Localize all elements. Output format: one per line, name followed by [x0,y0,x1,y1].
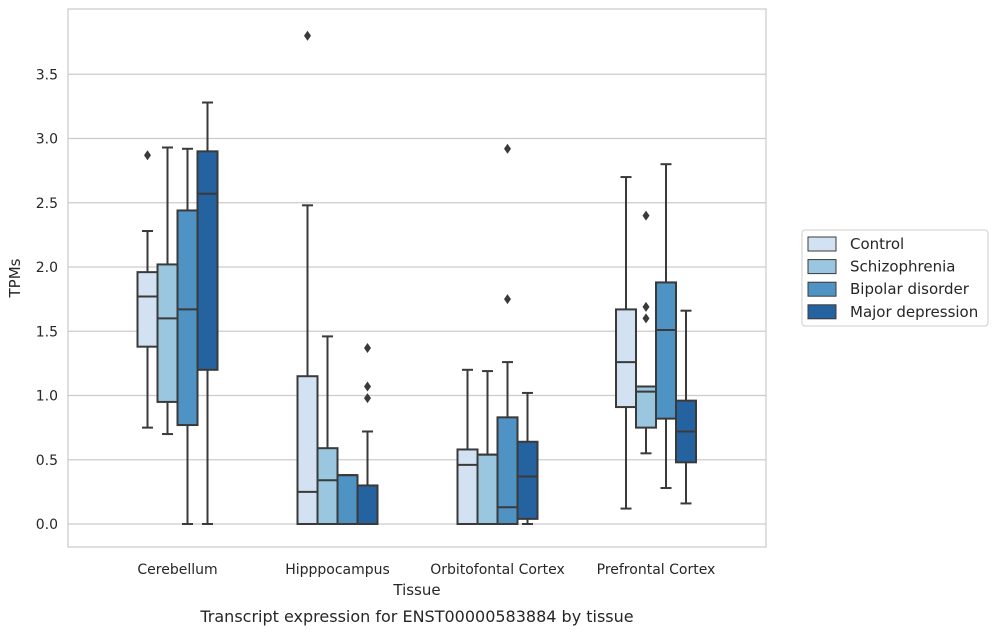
legend-label: Bipolar disorder [850,280,970,298]
y-axis-ticks: 0.0 0.5 1.0 1.5 2.0 2.5 3.0 3.5 [36,67,58,533]
box-major-depression-prefrontal-cortex [675,309,697,505]
iqr-box [176,209,199,427]
legend-swatch [807,281,837,297]
box-control-prefrontal-cortex [615,176,637,510]
outlier-point [504,294,511,305]
box-major-depression-orbitofontal-cortex [516,391,539,525]
legend: Control Schizophrenia Bipolar disorder Majo… [801,229,989,327]
legend-label: Control [850,235,904,253]
iqr-box [356,484,379,526]
x-axis-ticks: Cerebellum Hipppocampus Orbitofontal Corte… [137,562,715,578]
box-control-cerebellum [136,150,159,429]
y-tick-label: 1.0 [36,389,58,405]
outlier-point [642,313,650,324]
x-tick-label: Cerebellum [137,562,217,578]
legend-label: Major depression [850,303,978,321]
iqr-box [516,440,539,520]
iqr-box [136,271,159,348]
legend-swatch [807,236,837,252]
x-tick-label: Orbitofontal Cortex [430,562,565,578]
plot-area-frame [67,8,767,548]
box-major-depression-hipppocampus [356,342,379,526]
box-bipolar-disorder-hipppocampus [336,474,359,526]
outlier-point [144,150,151,161]
outlier-point [642,301,650,312]
y-tick-label: 3.5 [36,67,58,83]
legend-label: Schizophrenia [850,258,955,276]
iqr-box [296,375,319,525]
y-tick-label: 0.5 [36,453,58,469]
iqr-box [156,263,179,403]
iqr-box [456,448,479,525]
iqr-box [196,150,219,371]
y-tick-label: 2.0 [36,260,58,276]
box-layer [136,30,697,526]
y-tick-label: 0.0 [36,517,58,533]
iqr-box [316,447,339,525]
iqr-box [655,281,677,420]
x-tick-label: Hipppocampus [285,562,390,578]
legend-frame [801,229,989,327]
legend-swatch [807,304,837,320]
chart-caption: Transcript expression for ENST0000058388… [199,607,633,626]
x-axis-label: Tissue [392,581,440,599]
box-schizophrenia-orbitofontal-cortex [476,370,499,525]
box-control-hipppocampus [296,30,319,525]
outlier-point [642,210,650,221]
box-schizophrenia-prefrontal-cortex [635,210,657,455]
iqr-box [615,308,637,409]
outlier-point [364,393,371,404]
x-tick-label: Prefrontal Cortex [597,562,716,578]
box-bipolar-disorder-orbitofontal-cortex [496,143,519,525]
y-tick-label: 3.0 [36,132,58,148]
box-bipolar-disorder-cerebellum [176,147,199,525]
legend-swatch [807,259,837,275]
outlier-point [364,342,371,353]
y-tick-label: 2.5 [36,196,58,212]
box-control-orbitofontal-cortex [456,368,479,525]
outlier-point [364,381,371,392]
box-bipolar-disorder-prefrontal-cortex [655,163,677,490]
outlier-point [504,143,511,154]
outlier-point [304,30,311,41]
y-axis-label: TPMs [6,258,24,298]
iqr-box [476,453,499,525]
box-major-depression-cerebellum [196,101,219,525]
iqr-box [635,385,657,429]
y-tick-label: 1.5 [36,324,58,340]
box-schizophrenia-hipppocampus [316,335,339,525]
iqr-box [336,474,359,526]
box-schizophrenia-cerebellum [156,146,179,436]
